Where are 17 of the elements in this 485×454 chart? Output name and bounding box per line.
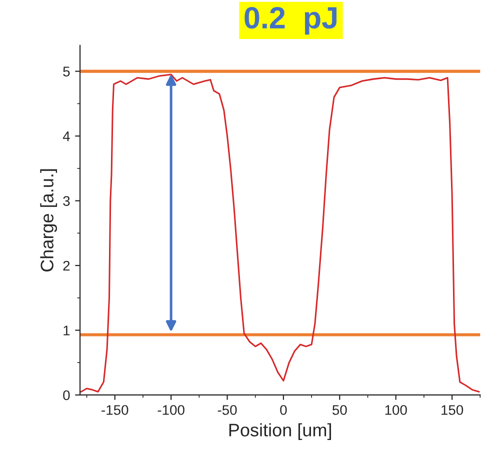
x-tick-label: 150 (442, 405, 464, 415)
x-tick-label: -50 (218, 405, 237, 415)
y-tick-label: 0 (63, 390, 70, 400)
x-tick-label: -100 (158, 405, 184, 415)
x-axis-title: Position [um] (229, 423, 331, 440)
x-tick-label: 50 (332, 405, 347, 415)
y-tick-label: 4 (62, 132, 70, 142)
y-tick-label: 5 (63, 66, 70, 76)
y-tick-label: 3 (63, 196, 70, 206)
line-series (80, 74, 480, 393)
x-tick-label: 100 (385, 405, 407, 415)
chart-title: 0.2 pJ (244, 6, 336, 35)
y-axis-title: Charge [a.u.] (40, 169, 58, 272)
x-tick-label: 0 (280, 405, 287, 415)
y-tick-label: 1 (64, 326, 70, 336)
y-tick-label: 2 (63, 260, 70, 271)
x-tick-label: -150 (102, 405, 128, 415)
